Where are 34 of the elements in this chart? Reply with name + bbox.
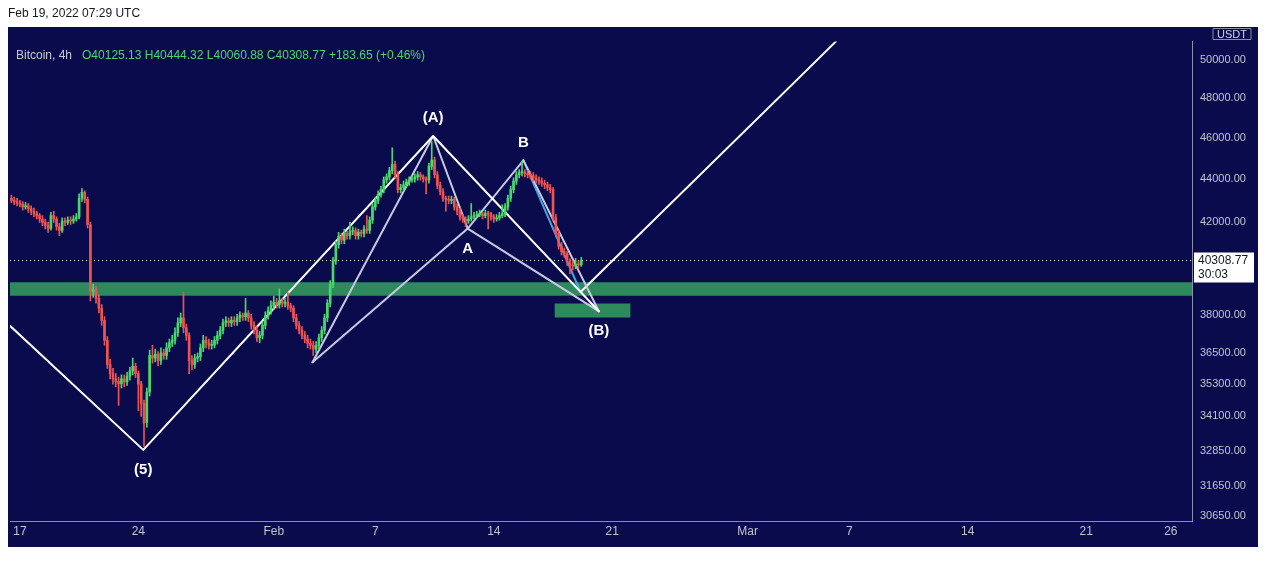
y-tick-label: 42000.00 [1200, 215, 1246, 228]
x-tick-label: 21 [605, 523, 620, 538]
y-tick-label: 34100.00 [1200, 409, 1246, 422]
x-tick-label: 21 [1079, 523, 1094, 538]
ref-line-label: 40308.77 [1198, 252, 1249, 267]
text: USDT [1217, 27, 1248, 40]
annotation: (A) [422, 108, 444, 126]
annotation: A [462, 238, 474, 256]
x-tick-label: 7 [845, 523, 853, 538]
y-tick-label: 31650.00 [1200, 478, 1246, 491]
y-tick-label: 30650.00 [1200, 508, 1246, 521]
text: O40125.13 H40444.32 L40060.88 C40308.77 +183.65 (+0.46%) [82, 47, 425, 62]
x-tick-label: 14 [961, 523, 975, 538]
y-tick-label: 44000.00 [1200, 172, 1246, 185]
y-tick-label: 35300.00 [1200, 377, 1246, 390]
text: Feb 19, 2022 07:29 UTC [8, 6, 141, 20]
x-tick-label: Mar [737, 523, 759, 538]
text: 30:03 [1198, 266, 1229, 281]
y-tick-label: 36500.00 [1200, 345, 1246, 358]
x-tick-label: 14 [487, 523, 501, 538]
y-tick-label: 46000.00 [1200, 130, 1246, 143]
x-tick-label: Feb [263, 523, 285, 538]
x-tick-label: 17 [13, 523, 27, 538]
annotation: (5) [134, 460, 153, 478]
y-tick-label: 38000.00 [1200, 308, 1246, 321]
y-tick-label: 50000.00 [1200, 53, 1246, 66]
y-tick-label: 48000.00 [1200, 91, 1246, 104]
annotation: B [518, 132, 529, 150]
x-tick-label: 26 [1164, 523, 1178, 538]
annotation: (B) [588, 321, 610, 339]
text: Bitcoin, 4h [16, 47, 73, 62]
x-tick-label: 7 [371, 523, 379, 538]
x-tick-label: 24 [131, 523, 146, 538]
y-tick-label: 32850.00 [1200, 444, 1246, 457]
